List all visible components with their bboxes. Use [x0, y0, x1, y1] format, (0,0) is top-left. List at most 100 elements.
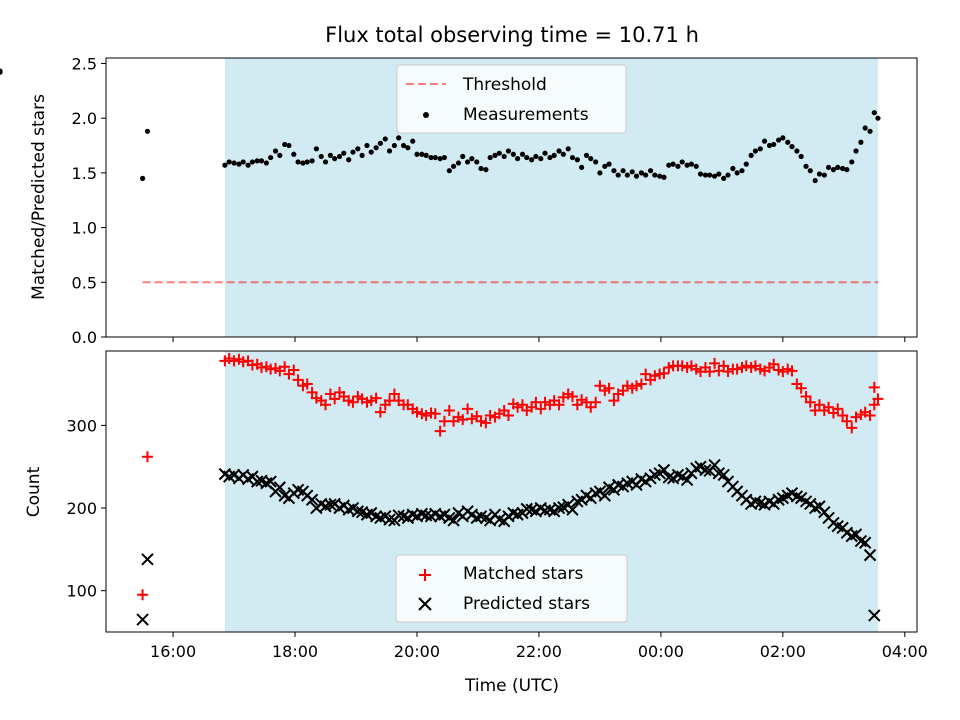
measurement-point: [542, 150, 548, 156]
matched-star-point: [868, 381, 880, 393]
measurement-point: [766, 142, 773, 149]
top-y-tick-label: 0.5: [72, 273, 97, 292]
measurement-point: [492, 152, 498, 158]
matched-star-point: [329, 393, 341, 405]
measurement-point: [533, 153, 539, 160]
measurement-point: [547, 154, 553, 161]
measurement-point: [875, 115, 881, 121]
matched-star-point: [603, 382, 615, 394]
matched-star-point: [462, 403, 474, 415]
measurement-point: [437, 156, 443, 162]
predicted-star-point: [662, 471, 676, 484]
measurement-point: [593, 159, 599, 165]
predicted-star-point: [708, 458, 721, 472]
top-y-tick-label: 2.0: [72, 109, 97, 128]
measurement-point: [364, 142, 370, 149]
measurement-point: [707, 172, 713, 178]
measurement-point: [807, 168, 813, 174]
matched-star-point: [301, 378, 313, 390]
measurement-point: [560, 151, 566, 157]
top-y-axis-label: Matched/Predicted stars: [29, 94, 49, 300]
matched-star-point: [475, 415, 487, 427]
matched-star-point: [429, 408, 441, 420]
predicted-star-point: [520, 502, 533, 516]
measurement-point: [730, 165, 736, 172]
measurement-point: [222, 162, 228, 168]
measurement-point: [670, 161, 676, 167]
measurement-point: [721, 175, 727, 181]
matched-star-point: [850, 411, 862, 423]
top-y-tick-label: 0.0: [72, 328, 97, 347]
predicted-star-point: [351, 505, 365, 518]
measurement-point: [505, 148, 512, 154]
measurement-point: [775, 137, 782, 143]
measurement-point: [336, 153, 343, 160]
matched-star-point: [722, 366, 734, 378]
matched-star-point: [370, 392, 382, 404]
measurement-point: [538, 156, 544, 162]
measurement-point: [624, 172, 630, 178]
x-tick-label: 00:00: [638, 642, 684, 661]
bottom-panel: 100 200 300 16:00 18:00 20:00 22:00 00:00 02:00…: [24, 351, 928, 696]
measurement-point: [816, 171, 823, 177]
measurement-point: [501, 153, 507, 160]
legend-predicted-label: Predicted stars: [463, 594, 590, 614]
predicted-star-point: [383, 513, 396, 526]
measurement-point: [647, 168, 654, 174]
predicted-star-point: [552, 501, 566, 515]
predicted-star-point: [264, 475, 277, 488]
matched-star-point: [872, 393, 884, 405]
measurement-point: [844, 167, 850, 173]
legend-measurements-label: Measurements: [463, 105, 589, 125]
matched-star-point: [864, 409, 876, 421]
measurement-point: [469, 156, 475, 162]
measurement-point: [780, 135, 786, 141]
measurement-point: [524, 154, 530, 161]
measurement-point: [574, 157, 580, 163]
measurement-point: [419, 151, 425, 157]
matched-star-point: [709, 357, 721, 369]
predicted-star-point: [273, 481, 286, 494]
x-tick-label: 20:00: [394, 642, 440, 661]
measurement-point: [410, 138, 416, 144]
predicted-star-point: [324, 498, 337, 511]
measurement-point: [752, 148, 759, 154]
measurement-point: [643, 172, 649, 178]
matched-star-point: [374, 406, 386, 418]
predicted-star-point: [858, 536, 872, 549]
measurement-point: [679, 159, 685, 165]
measurement-point: [272, 148, 279, 154]
measurement-point: [304, 159, 310, 165]
bottom-axes-frame: [105, 350, 918, 633]
matched-star-point: [846, 422, 858, 434]
measurement-point: [514, 156, 521, 162]
measurement-point: [551, 152, 557, 158]
measurement-point: [812, 177, 818, 184]
measurement-point: [455, 160, 462, 166]
predicted-star-point: [392, 509, 405, 522]
measurement-point: [332, 156, 338, 162]
measurement-point: [300, 160, 306, 166]
measurement-point: [226, 159, 232, 165]
measurement-point: [565, 146, 571, 152]
measurement-point: [400, 142, 407, 149]
matched-star-point: [804, 396, 816, 408]
matched-star-point: [832, 403, 844, 415]
measurement-point: [496, 150, 502, 156]
measurement-point: [423, 152, 429, 158]
measurement-point: [139, 175, 146, 181]
matched-star-point: [310, 392, 322, 404]
matched-star-point: [466, 413, 478, 425]
measurement-point: [597, 170, 603, 176]
matched-star-point: [512, 401, 524, 413]
measurement-point: [629, 169, 635, 175]
top-axes-frame: [105, 57, 918, 338]
measurement-point: [583, 152, 590, 158]
measurement-point: [657, 173, 663, 179]
matched-star-point: [585, 401, 597, 413]
matched-star-point: [223, 352, 235, 364]
measurement-point: [346, 157, 352, 163]
measurement-point: [556, 148, 562, 154]
measurement-point: [853, 148, 859, 154]
matched-star-point: [718, 360, 730, 372]
